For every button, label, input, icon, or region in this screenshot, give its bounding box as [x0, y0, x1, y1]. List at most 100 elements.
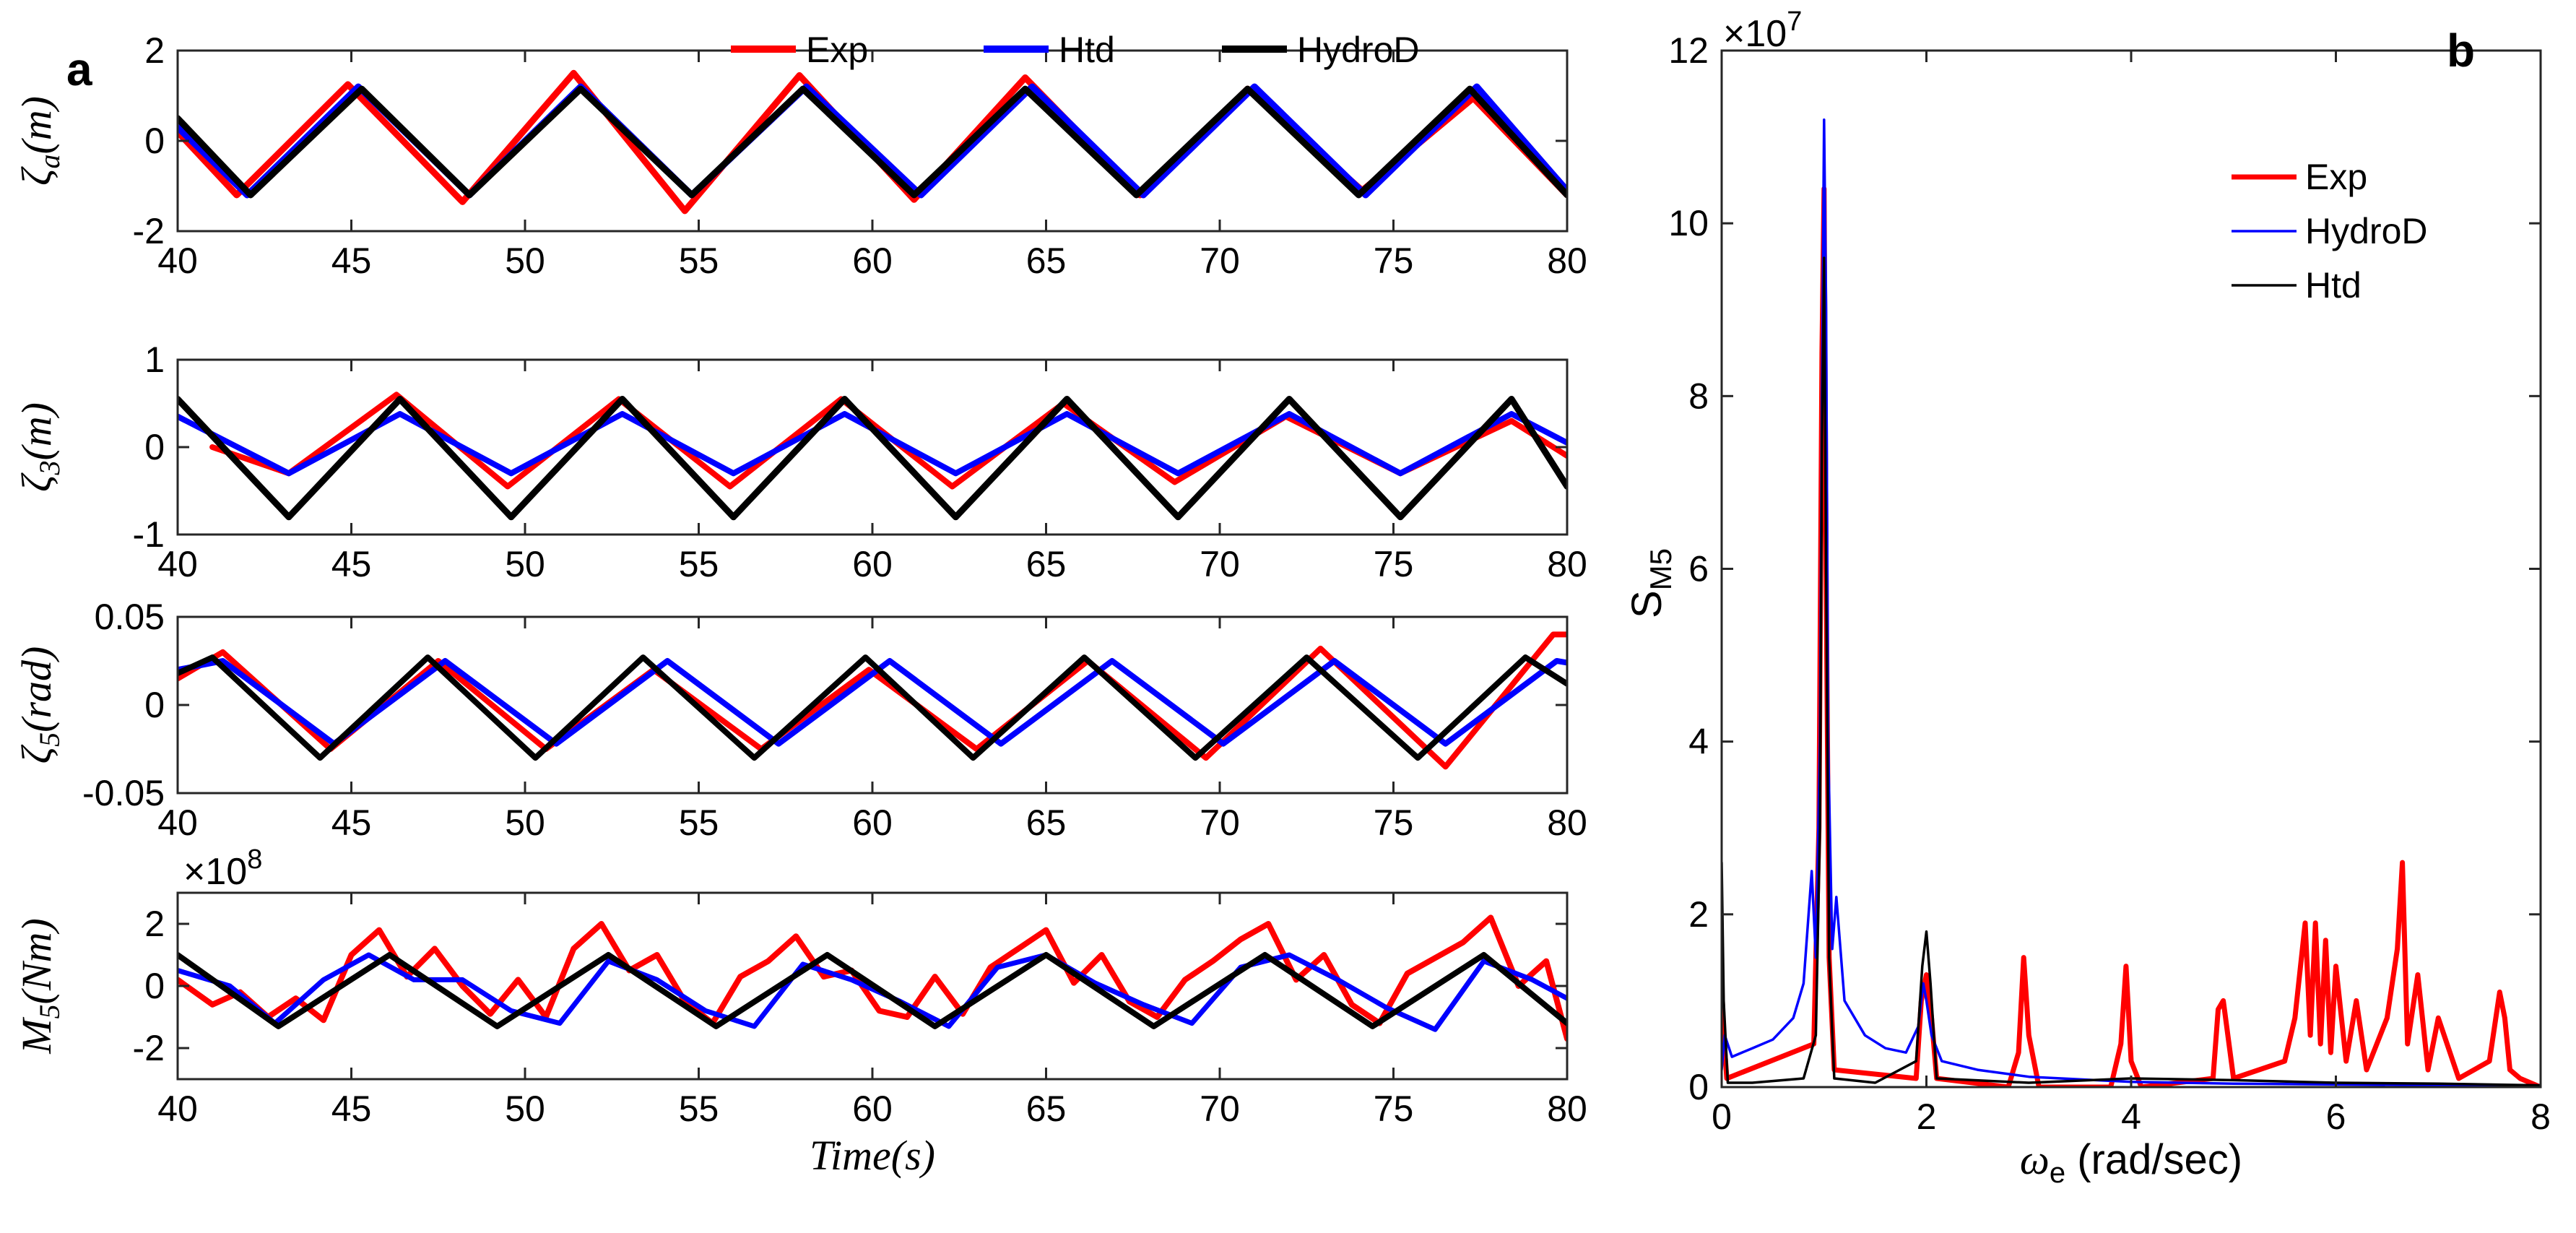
y-tick-label-b: 12: [1668, 30, 1709, 71]
legend-a-label-hydrod: HydroD: [1297, 30, 1419, 70]
x-tick-label-a4: 40: [157, 1089, 198, 1129]
y-tick-label-a1: -2: [133, 211, 165, 251]
x-tick-label-a2: 65: [1026, 544, 1067, 584]
series-line-a3-htd: [178, 658, 1567, 747]
series-line-b-hydrod: [1722, 118, 2541, 1087]
x-tick-label-a4: 60: [852, 1089, 893, 1129]
x-tick-label-a3: 50: [505, 802, 545, 843]
series-line-b-htd: [1722, 256, 2541, 1087]
series-line-a2-htd: [178, 411, 1567, 477]
x-tick-label-a2: 40: [157, 544, 198, 584]
y-axis-title-b: SM5: [1623, 548, 1678, 618]
y-tick-label-a1: 0: [144, 121, 165, 161]
y-axis-title-a1: ζa(m): [13, 96, 66, 186]
x-tick-label-a1: 40: [157, 241, 198, 281]
y-multiplier-a4: ×108: [183, 844, 262, 893]
y-tick-label-a2: -1: [133, 514, 165, 555]
x-tick-label-a4: 80: [1547, 1089, 1587, 1129]
x-tick-label-a1: 70: [1200, 241, 1240, 281]
x-tick-label-a4: 70: [1200, 1089, 1240, 1129]
x-tick-label-b: 0: [1712, 1096, 1732, 1137]
y-tick-label-b: 4: [1688, 722, 1709, 762]
legend-b-label-exp: Exp: [2305, 157, 2367, 197]
x-tick-label-a3: 60: [852, 802, 893, 843]
series-line-a3-hydrod: [178, 654, 1567, 761]
x-tick-label-a2: 45: [331, 544, 372, 584]
x-tick-label-a1: 75: [1374, 241, 1414, 281]
x-axis-title-b: ωe (rad/sec): [2020, 1136, 2242, 1189]
y-tick-label-b: 6: [1688, 549, 1709, 589]
y-tick-label-a3: 0.05: [95, 597, 165, 637]
x-tick-label-a1: 65: [1026, 241, 1067, 281]
x-tick-label-b: 6: [2326, 1096, 2346, 1137]
x-tick-label-a1: 60: [852, 241, 893, 281]
axes-box-a1: [176, 49, 1569, 233]
legend-b: Exp HydroD Htd: [2232, 157, 2427, 306]
x-tick-label-a2: 75: [1374, 544, 1414, 584]
y-tick-label-b: 10: [1668, 203, 1709, 243]
y-tick-label-a1: 2: [144, 30, 165, 71]
y-axis-title-a4: M5(Nm): [13, 918, 66, 1055]
y-multiplier-b: ×107: [1723, 7, 1802, 55]
x-tick-label-a3: 45: [331, 802, 372, 843]
series-line-b-exp: [1722, 186, 2541, 1087]
series-line-a4-exp: [178, 914, 1567, 1042]
legend-a-label-htd: Htd: [1059, 30, 1115, 70]
panel-a-label: a: [66, 43, 92, 95]
axes-box-b: [1720, 49, 2542, 1089]
x-tick-label-b: 8: [2531, 1096, 2551, 1137]
series-line-a2-hydrod: [178, 396, 1567, 521]
plot-area-b: [1722, 118, 2541, 1087]
legend-a-label-exp: Exp: [806, 30, 868, 70]
x-tick-label-a2: 80: [1547, 544, 1587, 584]
y-tick-label-a3: 0: [144, 685, 165, 725]
x-tick-label-a3: 80: [1547, 802, 1587, 843]
x-tick-label-a4: 50: [505, 1089, 545, 1129]
y-tick-label-a4: 2: [144, 904, 165, 944]
y-tick-label-a4: 0: [144, 966, 165, 1006]
legend-a: Exp Htd HydroD: [731, 30, 1419, 70]
y-tick-label-b: 8: [1688, 376, 1709, 416]
x-tick-label-a4: 75: [1374, 1089, 1414, 1129]
plot-area-a2: [178, 391, 1567, 521]
axes-box-a2: [176, 358, 1569, 536]
x-tick-label-a2: 60: [852, 544, 893, 584]
y-tick-label-a2: 0: [144, 427, 165, 467]
y-tick-label-a4: -2: [133, 1028, 165, 1068]
x-tick-label-a1: 45: [331, 241, 372, 281]
axes-a3: 40 45 50 55 60 65 70 75 80 -0.05 0 0.05 ζ5(rad): [13, 597, 1587, 843]
axes-a1: 40 45 50 55 60 65 70 75 80 -2 0 2 ζa(m): [13, 30, 1587, 281]
axes-b: 0 2 4 6 8 0 2 4 6 8 10 12 SM5 ×107 ωe (rad/sec): [1623, 7, 2551, 1189]
x-tick-label-a4: 45: [331, 1089, 372, 1129]
legend-b-label-hydrod: HydroD: [2305, 211, 2427, 251]
axes-a4: 40 45 50 55 60 65 70 75 80 -2 0 2 M5(Nm) ×108 Time(s): [13, 844, 1587, 1179]
x-tick-label-b: 4: [2121, 1096, 2141, 1137]
plot-area-a4: [178, 914, 1567, 1042]
y-tick-label-a3: -0.05: [82, 773, 165, 813]
x-tick-label-a4: 65: [1026, 1089, 1067, 1129]
series-line-a4-hydrod: [178, 952, 1567, 1029]
x-tick-label-a3: 65: [1026, 802, 1067, 843]
x-tick-label-a3: 75: [1374, 802, 1414, 843]
series-line-a4-htd: [178, 952, 1567, 1032]
y-axis-title-a2: ζ3(m): [13, 402, 66, 492]
y-tick-label-b: 0: [1688, 1067, 1709, 1107]
y-axis-title-a3: ζ5(rad): [13, 646, 66, 764]
x-tick-label-a1: 55: [679, 241, 719, 281]
x-tick-label-a2: 70: [1200, 544, 1240, 584]
legend-b-label-htd: Htd: [2305, 265, 2362, 306]
x-tick-label-a3: 55: [679, 802, 719, 843]
x-tick-label-a2: 50: [505, 544, 545, 584]
x-tick-label-a4: 55: [679, 1089, 719, 1129]
axes-a2: 40 45 50 55 60 65 70 75 80 -1 0 1 ζ3(m): [13, 339, 1587, 584]
x-tick-label-a1: 80: [1547, 241, 1587, 281]
x-tick-label-b: 2: [1917, 1096, 1937, 1137]
plot-area-a3: [178, 631, 1567, 770]
x-tick-label-a1: 50: [505, 241, 545, 281]
y-tick-label-a2: 1: [144, 339, 165, 380]
y-tick-label-b: 2: [1688, 894, 1709, 935]
x-tick-label-a3: 70: [1200, 802, 1240, 843]
x-axis-title-a: Time(s): [810, 1132, 935, 1179]
